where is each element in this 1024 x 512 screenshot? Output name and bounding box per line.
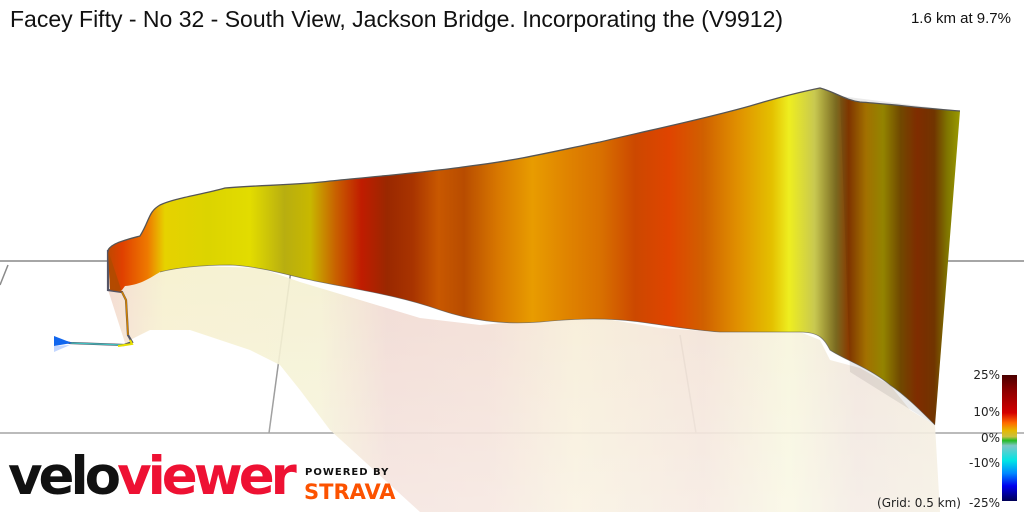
gradient-colorbar xyxy=(1002,375,1017,501)
strava-logo: STRAVA xyxy=(304,480,396,504)
logo-viewer: viewer xyxy=(117,446,297,507)
legend-label-25: 25% xyxy=(973,368,1000,382)
powered-by-label: POWERED BY xyxy=(305,467,390,478)
segment-stats: 1.6 km at 9.7% xyxy=(910,10,1011,27)
segment-title: Facey Fifty - No 32 - South View, Jackso… xyxy=(10,6,784,32)
profile-top-edge xyxy=(107,87,961,251)
grid-scale-note: (Grid: 0.5 km) xyxy=(877,496,961,510)
gradient-legend: 25% 10% 0% -10% -25% xyxy=(940,366,1000,512)
veloviewer-logo: veloviewer xyxy=(8,450,297,503)
logo-velo: velo xyxy=(8,446,121,507)
start-marker-icon xyxy=(54,336,72,346)
legend-label-minus25: -25% xyxy=(968,496,1000,510)
legend-label-0: 0% xyxy=(980,431,1000,445)
profile-start-ribbon xyxy=(54,250,134,352)
legend-label-minus10: -10% xyxy=(968,456,1000,470)
legend-label-10: 10% xyxy=(973,405,1000,419)
profile-wall xyxy=(108,88,960,425)
